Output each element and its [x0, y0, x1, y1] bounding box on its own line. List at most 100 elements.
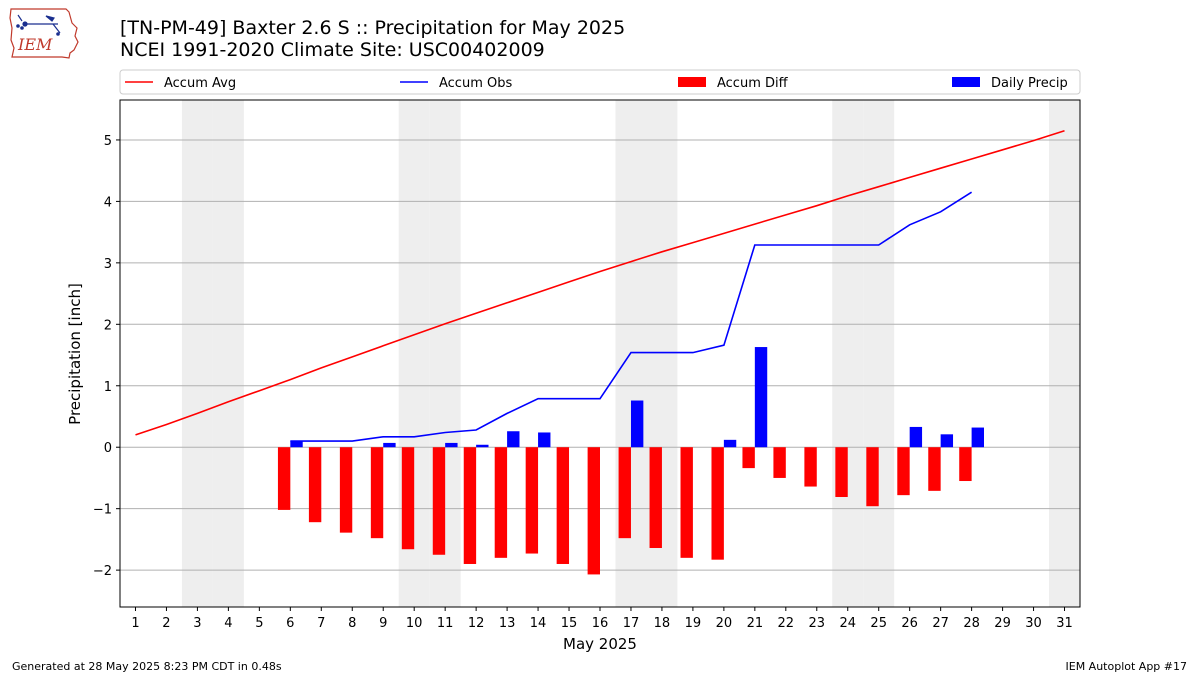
- accum-diff-bar-15: [556, 447, 570, 564]
- accum-diff-bar-28: [959, 447, 972, 482]
- daily-precip-bar-6: [290, 441, 303, 448]
- x-tick-label-28: 28: [963, 616, 980, 631]
- legend-box: [119, 69, 1081, 95]
- x-tick-label-20: 20: [716, 616, 733, 631]
- x-tick-label-24: 24: [839, 616, 856, 631]
- legend-swatch-accum-diff: [678, 77, 706, 87]
- legend-label-daily-precip: Daily Precip: [991, 76, 1068, 91]
- x-tick-label-4: 4: [224, 616, 232, 631]
- daily-precip-bar-21: [754, 347, 768, 448]
- weekend-shading: [181, 100, 1080, 607]
- accum-diff-bar-24: [835, 447, 848, 497]
- x-tick-label-9: 9: [379, 616, 387, 631]
- x-tick-label-29: 29: [994, 616, 1011, 631]
- accum-diff-bar-9: [370, 447, 384, 539]
- y-tick-label-2: 2: [104, 318, 112, 333]
- daily-precip-bar-14: [538, 432, 551, 448]
- x-tick-label-5: 5: [255, 616, 263, 631]
- accum-obs-line: [290, 191, 973, 442]
- accum-diff-bar-25: [866, 447, 879, 507]
- x-tick-label-21: 21: [747, 616, 764, 631]
- daily-precip-bar-11: [445, 442, 458, 448]
- y-tick-label-5: 5: [104, 134, 112, 149]
- x-tick-label-26: 26: [901, 616, 918, 631]
- x-tick-label-11: 11: [437, 616, 454, 631]
- legend-label-accum-diff: Accum Diff: [717, 76, 789, 91]
- bars: [277, 347, 984, 575]
- x-tick-label-3: 3: [193, 616, 201, 631]
- daily-precip-bar-28: [971, 427, 984, 448]
- accum-diff-bar-10: [401, 447, 415, 550]
- weather-station-icon: [16, 14, 61, 36]
- weekend-band-31: [1049, 100, 1080, 607]
- weekend-band-25: [863, 100, 895, 607]
- accum-diff-bar-20: [711, 447, 724, 560]
- accum-diff-bar-12: [463, 447, 477, 564]
- y-tick-label--1: −1: [93, 503, 112, 518]
- x-tick-label-22: 22: [778, 616, 795, 631]
- y-tick-label-4: 4: [104, 195, 112, 210]
- accum-diff-bar-17: [618, 447, 631, 539]
- weekend-band-4: [212, 100, 244, 607]
- legend-label-accum-obs: Accum Obs: [439, 76, 512, 91]
- y-tick-label-0: 0: [104, 441, 112, 456]
- x-tick-label-8: 8: [348, 616, 356, 631]
- y-axis: −2 −1 0 1 2 3 4 5: [93, 134, 120, 579]
- y-tick-label--2: −2: [93, 564, 112, 579]
- daily-precip-bar-9: [383, 442, 396, 448]
- daily-precip-bar-13: [507, 431, 520, 448]
- accum-diff-bar-13: [494, 447, 508, 558]
- weekend-band-24: [832, 100, 864, 607]
- x-tick-label-18: 18: [654, 616, 671, 631]
- daily-precip-bar-12: [476, 444, 489, 448]
- app-credit: IEM Autoplot App #17: [1065, 660, 1188, 673]
- accum-diff-bar-6: [277, 447, 291, 510]
- x-tick-label-23: 23: [809, 616, 826, 631]
- y-tick-label-1: 1: [104, 380, 112, 395]
- x-tick-label-12: 12: [468, 616, 485, 631]
- x-tick-label-25: 25: [870, 616, 887, 631]
- x-tick-label-14: 14: [530, 616, 547, 631]
- x-tick-label-2: 2: [162, 616, 170, 631]
- y-axis-label: Precipitation [inch]: [66, 283, 84, 425]
- accum-diff-bar-26: [897, 447, 910, 496]
- generated-timestamp: Generated at 28 May 2025 8:23 PM CDT in …: [12, 660, 282, 673]
- x-tick-label-27: 27: [932, 616, 949, 631]
- accum-diff-bar-16: [587, 447, 600, 575]
- x-tick-label-19: 19: [685, 616, 702, 631]
- x-tick-label-15: 15: [561, 616, 578, 631]
- legend-swatch-daily-precip: [952, 77, 980, 87]
- x-tick-label-7: 7: [317, 616, 325, 631]
- chart-title: [TN-PM-49] Baxter 2.6 S :: Precipitation…: [120, 17, 626, 39]
- x-axis: 1 2 3 4 5 6 7 8 9 10 11 12 13 14 15 16 17 18 19 20 21 22 23 24 2…: [131, 607, 1073, 631]
- iem-logo: IEM: [9, 8, 79, 59]
- accum-diff-bar-7: [308, 447, 322, 523]
- x-tick-label-1: 1: [131, 616, 139, 631]
- x-axis-label: May 2025: [563, 635, 637, 653]
- accum-diff-bar-23: [804, 447, 817, 487]
- accum-avg-line: [135, 129, 1065, 436]
- x-tick-label-17: 17: [623, 616, 640, 631]
- legend-label-accum-avg: Accum Avg: [164, 76, 236, 91]
- daily-precip-bar-17: [630, 400, 644, 448]
- weekend-band-3: [181, 100, 213, 607]
- daily-precip-bar-26: [909, 426, 923, 448]
- x-tick-label-31: 31: [1056, 616, 1073, 631]
- accum-diff-bar-11: [432, 447, 446, 555]
- series-lines: [135, 129, 1065, 442]
- accum-diff-bar-18: [649, 447, 662, 549]
- daily-precip-bar-27: [940, 434, 954, 448]
- x-tick-label-10: 10: [406, 616, 423, 631]
- legend: Accum Avg Accum Obs Accum Diff Daily Precip: [119, 69, 1081, 95]
- accum-diff-bar-21: [742, 447, 755, 469]
- x-tick-label-13: 13: [499, 616, 516, 631]
- x-tick-label-6: 6: [286, 616, 294, 631]
- y-tick-label-3: 3: [104, 257, 112, 272]
- chart-subtitle: NCEI 1991-2020 Climate Site: USC00402009: [120, 39, 545, 61]
- accum-diff-bar-14: [525, 447, 539, 554]
- accum-diff-bar-22: [773, 447, 786, 478]
- accum-diff-bar-8: [339, 447, 353, 533]
- x-tick-label-16: 16: [592, 616, 609, 631]
- logo-text: IEM: [17, 35, 53, 54]
